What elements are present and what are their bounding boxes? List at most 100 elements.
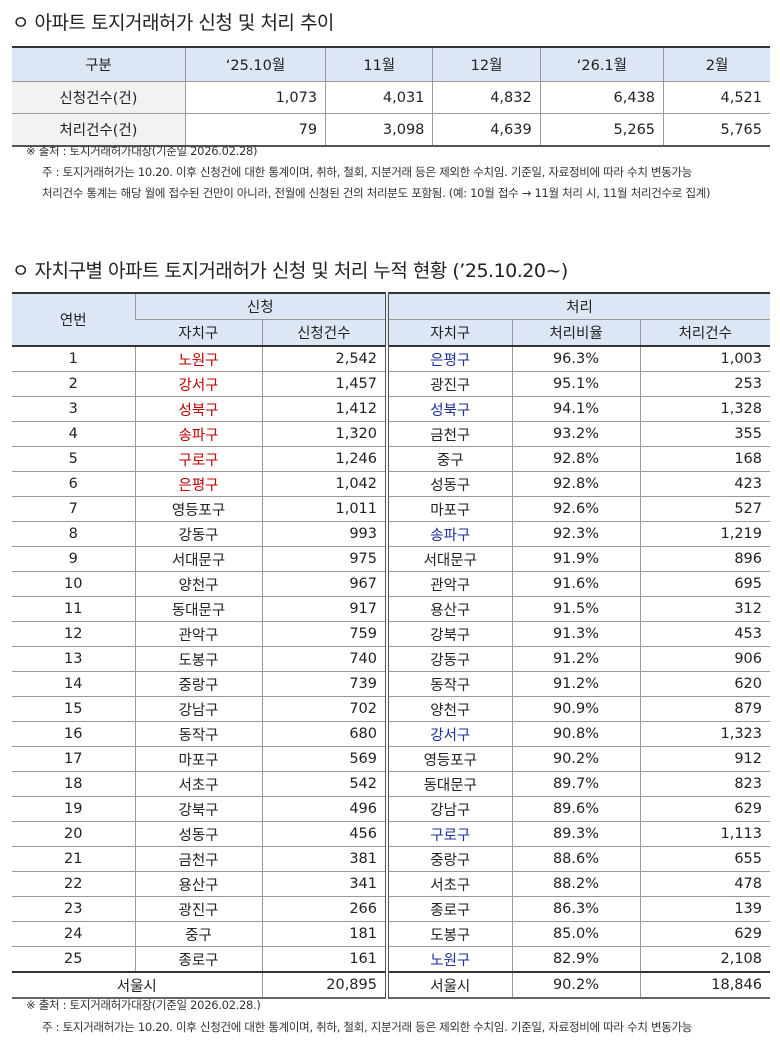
table-row: 8 강동구 993 송파구 92.3% 1,219 <box>12 521 770 547</box>
table-row: 22 용산구 341 서초구 88.2% 478 <box>12 871 770 897</box>
process-district: 동작구 <box>385 671 512 697</box>
process-count: 423 <box>639 471 770 497</box>
header-district: 자치구 <box>135 319 262 347</box>
row-number: 2 <box>12 371 135 397</box>
apply-district: 강서구 <box>134 371 262 397</box>
header-apply-count: 신청건수 <box>261 319 387 347</box>
apply-count: 161 <box>261 946 387 973</box>
apply-district: 동대문구 <box>134 596 262 622</box>
process-ratio: 90.2% <box>511 746 640 772</box>
table-row: 16 동작구 680 강서구 90.8% 1,323 <box>12 721 770 747</box>
table-row: 4 송파구 1,320 금천구 93.2% 355 <box>12 421 770 447</box>
table-row: 17 마포구 569 영등포구 90.2% 912 <box>12 746 770 772</box>
process-district: 강서구 <box>385 721 512 747</box>
table-row: 23 광진구 266 종로구 86.3% 139 <box>12 896 770 922</box>
apply-count: 917 <box>261 596 387 622</box>
apply-count: 181 <box>261 921 387 947</box>
table-row: 처리건수(건) 79 3,098 4,639 5,265 5,765 <box>12 113 770 147</box>
apply-count: 1,412 <box>261 396 387 422</box>
process-count: 629 <box>639 796 770 822</box>
process-ratio: 91.2% <box>511 671 640 697</box>
apply-district: 마포구 <box>134 746 262 772</box>
process-district: 금천구 <box>385 421 512 447</box>
row-number: 3 <box>12 396 135 422</box>
process-count: 896 <box>639 546 770 572</box>
apply-count: 967 <box>261 571 387 597</box>
process-count: 2,108 <box>639 946 770 973</box>
process-count: 1,328 <box>639 396 770 422</box>
row-label: 처리건수(건) <box>12 113 186 147</box>
process-ratio: 90.8% <box>511 721 640 747</box>
header-cell: ‘25.10월 <box>184 46 326 82</box>
cell: 4,031 <box>325 81 433 114</box>
header-cell: 2월 <box>663 46 770 82</box>
process-ratio: 91.9% <box>511 546 640 572</box>
apply-count: 702 <box>261 696 387 722</box>
process-district: 종로구 <box>385 896 512 922</box>
process-district: 서대문구 <box>385 546 512 572</box>
apply-count: 569 <box>261 746 387 772</box>
process-district: 관악구 <box>385 571 512 597</box>
header-process: 처리 <box>385 292 770 320</box>
apply-district: 중구 <box>134 921 262 947</box>
row-number: 17 <box>12 746 135 772</box>
row-number: 12 <box>12 621 135 647</box>
apply-count: 266 <box>261 896 387 922</box>
header-cell: 12월 <box>432 46 541 82</box>
process-ratio: 94.1% <box>511 396 640 422</box>
apply-count: 1,457 <box>261 371 387 397</box>
process-district: 양천구 <box>385 696 512 722</box>
row-number: 18 <box>12 771 135 797</box>
header-process-count: 처리건수 <box>639 319 770 347</box>
apply-count: 680 <box>261 721 387 747</box>
process-count: 168 <box>639 446 770 472</box>
process-ratio: 92.8% <box>511 446 640 472</box>
table-row: 15 강남구 702 양천구 90.9% 879 <box>12 696 770 722</box>
footnote: 주 : 토지거래허가는 10.20. 이후 신청건에 대한 통계이며, 취하, … <box>42 165 693 179</box>
process-ratio: 96.3% <box>511 346 640 372</box>
apply-district: 종로구 <box>134 946 262 973</box>
apply-district: 양천구 <box>134 571 262 597</box>
table-row: 6 은평구 1,042 성동구 92.8% 423 <box>12 471 770 497</box>
apply-count: 975 <box>261 546 387 572</box>
process-district: 동대문구 <box>385 771 512 797</box>
process-district: 중구 <box>385 446 512 472</box>
cell: 79 <box>184 113 326 147</box>
table-row: 2 강서구 1,457 광진구 95.1% 253 <box>12 371 770 397</box>
district-table: 연번 신청 처리 자치구 신청건수 자치구 처리비율 처리건수 1 노원구 2,54… <box>12 292 770 999</box>
cell: 3,098 <box>325 113 433 147</box>
process-ratio: 86.3% <box>511 896 640 922</box>
total-ratio: 90.2% <box>511 971 640 999</box>
row-number: 16 <box>12 721 135 747</box>
process-count: 620 <box>639 671 770 697</box>
apply-district: 노원구 <box>134 346 262 372</box>
process-district: 성북구 <box>385 396 512 422</box>
table-row: 13 도봉구 740 강동구 91.2% 906 <box>12 646 770 672</box>
process-count: 312 <box>639 596 770 622</box>
total-apply-count: 20,895 <box>261 971 387 999</box>
header-apply: 신청 <box>134 292 387 320</box>
header-ratio: 처리비율 <box>511 319 640 347</box>
process-ratio: 93.2% <box>511 421 640 447</box>
table-row: 3 성북구 1,412 성북구 94.1% 1,328 <box>12 396 770 422</box>
apply-count: 2,542 <box>261 346 387 372</box>
apply-count: 1,042 <box>261 471 387 497</box>
row-number: 7 <box>12 496 135 522</box>
table-row: 24 중구 181 도봉구 85.0% 629 <box>12 921 770 947</box>
apply-count: 739 <box>261 671 387 697</box>
monthly-trend-table: 구분 ‘25.10월 11월 12월 ‘26.1월 2월 신청건수(건) 1,0… <box>12 46 770 147</box>
apply-district: 구로구 <box>134 446 262 472</box>
process-count: 1,219 <box>639 521 770 547</box>
process-ratio: 91.2% <box>511 646 640 672</box>
apply-count: 456 <box>261 821 387 847</box>
table-header-row: 연번 신청 처리 <box>12 292 770 347</box>
row-number: 20 <box>12 821 135 847</box>
table-row: 9 서대문구 975 서대문구 91.9% 896 <box>12 546 770 572</box>
process-ratio: 82.9% <box>511 946 640 973</box>
header-district: 자치구 <box>385 319 512 347</box>
process-count: 629 <box>639 921 770 947</box>
apply-district: 용산구 <box>134 871 262 897</box>
total-label: 서울시 <box>12 971 262 999</box>
apply-count: 1,320 <box>261 421 387 447</box>
apply-district: 서초구 <box>134 771 262 797</box>
